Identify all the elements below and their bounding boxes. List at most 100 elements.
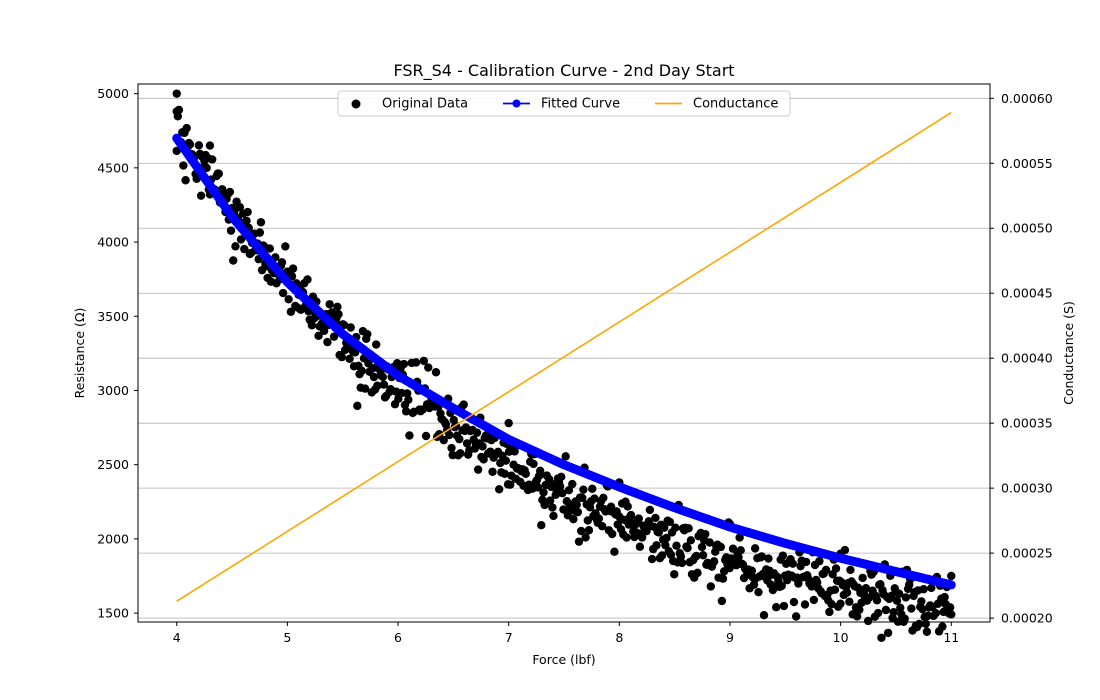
data-point <box>747 566 757 575</box>
x-tick-label: 5 <box>283 630 291 645</box>
fitted-curve-marker <box>946 580 956 590</box>
y-right-tick-label: 0.00030 <box>1001 481 1053 496</box>
data-point <box>892 596 902 605</box>
legend-label-fitted-curve: Fitted Curve <box>541 97 620 112</box>
data-point <box>610 547 619 556</box>
data-point <box>608 529 617 539</box>
data-point <box>235 202 245 212</box>
data-point <box>353 401 362 411</box>
x-tick-label: 9 <box>726 630 734 645</box>
data-point <box>809 595 819 605</box>
data-point <box>578 493 587 503</box>
data-point <box>329 332 339 341</box>
data-point <box>736 546 745 555</box>
data-point <box>439 435 448 445</box>
data-point <box>626 510 636 520</box>
data-point <box>431 368 441 377</box>
data-point <box>717 596 727 606</box>
data-point <box>549 511 558 521</box>
data-point <box>698 551 708 560</box>
data-point <box>779 601 789 611</box>
data-point <box>764 554 773 563</box>
data-point <box>791 612 801 621</box>
data-point <box>896 603 905 612</box>
data-point <box>573 507 583 517</box>
data-point <box>455 434 464 444</box>
data-point <box>479 455 488 464</box>
data-point <box>537 520 546 530</box>
data-point <box>861 584 871 593</box>
data-point <box>447 443 456 453</box>
y-left-tick-label: 5000 <box>97 86 129 101</box>
data-point <box>917 597 926 606</box>
data-point <box>357 366 366 375</box>
data-point <box>561 452 570 461</box>
data-point <box>757 552 766 561</box>
y-right-tick-label: 0.00035 <box>1001 416 1053 431</box>
data-point <box>473 465 483 474</box>
data-point <box>555 482 565 491</box>
data-point <box>544 474 554 484</box>
data-point <box>284 295 293 304</box>
data-point <box>378 372 388 381</box>
data-point <box>545 496 555 505</box>
data-point <box>900 614 909 623</box>
data-point <box>205 141 215 150</box>
data-point <box>693 568 702 578</box>
data-point <box>749 580 759 589</box>
data-point <box>872 596 882 605</box>
data-point <box>214 169 224 178</box>
data-point <box>226 226 236 235</box>
data-point <box>369 372 379 382</box>
legend-item-original-data: Original Data <box>351 97 468 112</box>
data-point <box>754 587 763 597</box>
data-point <box>472 428 482 437</box>
data-point <box>842 588 852 597</box>
data-point <box>478 442 487 451</box>
data-point <box>863 616 873 626</box>
data-point <box>529 459 538 469</box>
data-point <box>794 579 803 588</box>
data-point <box>345 354 354 364</box>
data-point <box>225 187 235 197</box>
data-point <box>521 469 530 478</box>
data-point <box>194 141 204 150</box>
data-point <box>831 564 841 573</box>
data-point <box>401 407 411 416</box>
data-point <box>651 513 660 523</box>
data-point <box>677 558 687 568</box>
y-right-tick-label: 0.00045 <box>1001 286 1053 301</box>
data-point <box>901 593 911 602</box>
data-point <box>236 235 246 244</box>
data-point <box>670 570 679 579</box>
data-point <box>572 500 581 509</box>
data-point <box>172 89 181 98</box>
data-point <box>181 176 190 185</box>
data-point <box>654 528 663 537</box>
data-point <box>363 329 372 339</box>
data-point <box>778 551 788 560</box>
data-point <box>196 191 206 200</box>
x-tick-label: 11 <box>943 630 959 645</box>
data-point <box>927 583 936 593</box>
data-point <box>665 517 675 527</box>
data-point <box>922 627 932 636</box>
data-point <box>825 607 834 617</box>
data-point <box>662 533 671 543</box>
data-point <box>257 265 267 275</box>
data-point <box>931 609 940 618</box>
data-point <box>242 216 251 225</box>
data-point <box>243 207 252 217</box>
data-point <box>405 431 414 440</box>
data-point <box>683 543 692 553</box>
data-point <box>706 582 716 591</box>
data-point <box>207 155 217 164</box>
data-point <box>334 310 343 319</box>
data-point <box>686 536 696 545</box>
data-point <box>533 483 543 492</box>
data-point <box>623 502 632 511</box>
data-point <box>940 592 949 602</box>
data-point <box>709 557 719 566</box>
data-point <box>501 456 511 465</box>
